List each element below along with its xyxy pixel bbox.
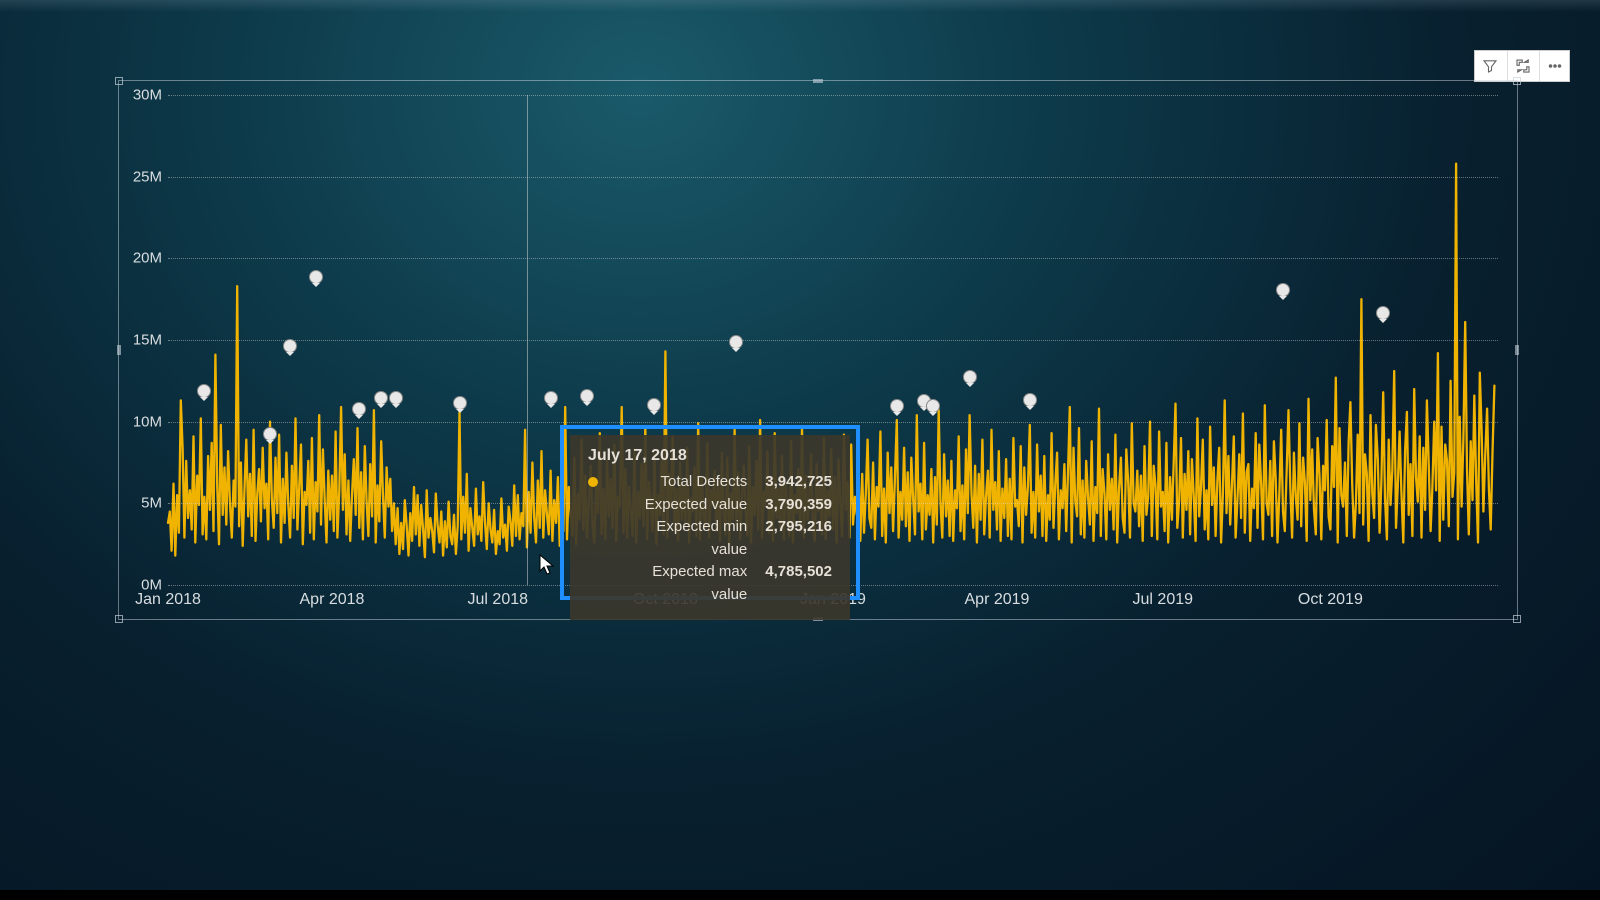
series-color-dot [588,477,598,487]
anomaly-marker[interactable] [963,370,977,384]
x-axis-label: Jan 2018 [135,591,201,609]
gridline [168,258,1498,259]
anomaly-marker[interactable] [544,391,558,405]
filter-button[interactable] [1475,51,1505,81]
tooltip-row-value: 3,790,359 [765,494,832,517]
tooltip-row-label: Expected value [626,494,747,517]
x-axis-label: Apr 2019 [965,591,1030,609]
tooltip-row-label: Total Defects [626,471,747,494]
chart-tooltip: July 17, 2018 Total Defects 3,942,725 Ex… [570,435,850,620]
anomaly-marker[interactable] [283,339,297,353]
anomaly-marker[interactable] [580,389,594,403]
focus-mode-button[interactable] [1507,51,1537,81]
gridline [168,177,1498,178]
resize-handle-n[interactable] [813,79,823,83]
anomaly-marker[interactable] [647,398,661,412]
gridline [168,422,1498,423]
resize-handle-sw[interactable] [115,615,123,623]
tooltip-row-value: 2,795,216 [765,516,832,561]
gridline [168,95,1498,96]
anomaly-marker[interactable] [926,399,940,413]
anomaly-marker[interactable] [352,402,366,416]
anomaly-marker[interactable] [1023,393,1037,407]
y-axis-label: 15M [133,332,162,349]
more-options-icon [1546,57,1564,75]
tooltip-row-value: 4,785,502 [765,561,832,606]
top-wash [0,0,1600,12]
tooltip-row-value: 3,942,725 [765,471,832,494]
anomaly-marker[interactable] [309,270,323,284]
y-axis-label: 5M [141,495,162,512]
anomaly-marker[interactable] [1376,306,1390,320]
focus-mode-icon [1514,57,1532,75]
x-axis-label: Oct 2019 [1298,591,1363,609]
tooltip-row-label: Expected max value [626,561,747,606]
anomaly-marker[interactable] [389,391,403,405]
resize-handle-ne[interactable] [1513,77,1521,85]
anomaly-marker[interactable] [1276,283,1290,297]
x-axis-label: Jul 2018 [468,591,529,609]
anomaly-marker[interactable] [729,335,743,349]
anomaly-marker[interactable] [374,391,388,405]
y-axis-label: 30M [133,87,162,104]
tooltip-row-label: Expected min value [626,516,747,561]
resize-handle-w[interactable] [117,345,121,355]
anomaly-marker[interactable] [197,384,211,398]
more-options-button[interactable] [1539,51,1569,81]
tooltip-row: Expected max value 4,785,502 [588,561,832,606]
anomaly-marker[interactable] [890,399,904,413]
y-axis-label: 20M [133,250,162,267]
tooltip-row: Expected value 3,790,359 [588,494,832,517]
resize-handle-nw[interactable] [115,77,123,85]
y-axis-label: 25M [133,168,162,185]
y-axis-label: 10M [133,413,162,430]
bottom-bar [0,890,1600,900]
anomaly-marker[interactable] [263,427,277,441]
filter-icon [1481,57,1499,75]
anomaly-marker[interactable] [453,396,467,410]
gridline [168,340,1498,341]
tooltip-row: Total Defects 3,942,725 [588,471,832,494]
visual-toolbar [1474,50,1570,82]
resize-handle-e[interactable] [1515,345,1519,355]
tooltip-row: Expected min value 2,795,216 [588,516,832,561]
tooltip-date: July 17, 2018 [588,447,832,465]
x-axis-label: Jul 2019 [1133,591,1194,609]
resize-handle-se[interactable] [1513,615,1521,623]
x-axis-label: Apr 2018 [300,591,365,609]
